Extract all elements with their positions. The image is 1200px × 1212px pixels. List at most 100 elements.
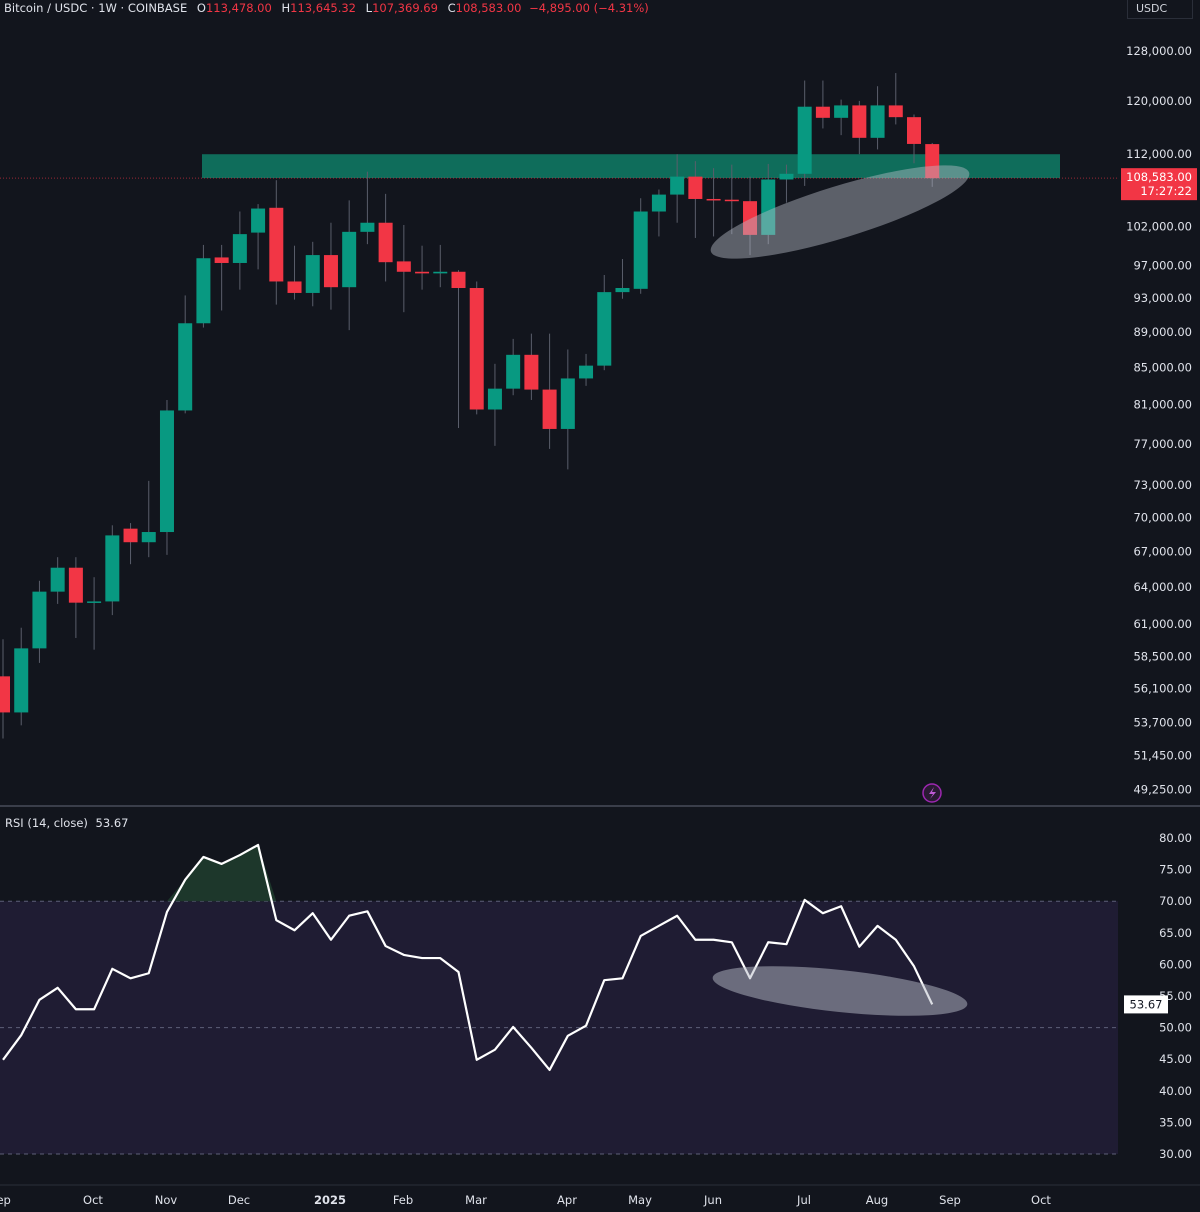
rsi-tick-label: 70.00 <box>1159 894 1192 908</box>
candle <box>506 338 521 396</box>
candle <box>433 244 448 288</box>
candle <box>105 525 120 616</box>
price-tick-label: 73,000.00 <box>1133 478 1192 492</box>
time-tick-label: May <box>628 1193 652 1207</box>
candle-body <box>159 410 174 533</box>
price-tick-label: 85,000.00 <box>1133 360 1192 374</box>
candle <box>196 244 211 328</box>
price-tick-label: 93,000.00 <box>1133 291 1192 305</box>
candle-body <box>0 676 10 713</box>
currency-selector[interactable]: USDC <box>1127 0 1193 19</box>
price-tick-label: 70,000.00 <box>1133 511 1192 525</box>
price-tick-label: 120,000.00 <box>1126 94 1192 108</box>
rsi-legend: RSI (14, close) 53.67 <box>5 816 128 830</box>
time-tick-label: Sep <box>0 1193 11 1207</box>
candle-body <box>506 354 521 389</box>
candle-body <box>123 528 138 543</box>
candle-body <box>415 271 430 274</box>
lightning-icon[interactable] <box>922 783 942 803</box>
candle <box>159 399 174 555</box>
candle-body <box>870 105 885 138</box>
rsi-value: 53.67 <box>95 816 129 830</box>
candle-body <box>14 648 29 713</box>
candle <box>724 164 739 235</box>
candle <box>469 281 484 415</box>
price-tick-label: 51,450.00 <box>1133 749 1192 763</box>
price-tick-label: 49,250.00 <box>1133 782 1192 796</box>
candle <box>14 627 29 726</box>
time-tick-label: Oct <box>1031 1193 1051 1207</box>
candle <box>0 639 10 739</box>
price-tick-label: 53,700.00 <box>1133 715 1192 729</box>
candle-body <box>797 106 812 174</box>
candle-body <box>196 258 211 324</box>
candle-body <box>907 117 921 144</box>
time-tick-label: Dec <box>228 1193 250 1207</box>
candle-body <box>597 292 612 366</box>
price-tick-label: 56,100.00 <box>1133 682 1192 696</box>
candle <box>415 245 430 290</box>
candle-body <box>214 257 229 263</box>
candle <box>214 244 229 311</box>
change-value: −4,895.00 (−4.31%) <box>529 1 649 15</box>
current-price-label: 108,583.00 <box>1126 170 1192 184</box>
candle <box>342 200 357 331</box>
rsi-tick-label: 40.00 <box>1159 1084 1192 1098</box>
candle <box>305 241 320 307</box>
candle-body <box>360 222 375 232</box>
rsi-band <box>0 901 1118 1154</box>
price-tick-label: 58,500.00 <box>1133 649 1192 663</box>
candle <box>834 99 849 136</box>
candle <box>907 114 921 164</box>
candle-body <box>342 231 357 288</box>
time-tick-label: Jun <box>703 1193 722 1207</box>
rsi-tick-label: 75.00 <box>1159 863 1192 877</box>
candle-body <box>651 194 666 212</box>
candle-body <box>487 388 502 410</box>
candle <box>396 225 411 313</box>
candle-body <box>670 176 685 195</box>
candle-body <box>32 591 47 649</box>
candle <box>779 164 794 203</box>
candle-body <box>87 601 102 603</box>
time-tick-label: Mar <box>465 1193 487 1207</box>
candle <box>852 100 867 155</box>
price-tick-label: 67,000.00 <box>1133 544 1192 558</box>
high-label: H <box>281 1 291 15</box>
high-value: 113,645.32 <box>290 1 356 15</box>
candle <box>706 168 721 237</box>
rsi-tick-label: 35.00 <box>1159 1115 1192 1129</box>
candle-body <box>323 255 338 288</box>
rsi-tick-label: 30.00 <box>1159 1147 1192 1161</box>
candle <box>870 86 885 150</box>
candle-body <box>232 234 247 263</box>
candle <box>743 176 758 256</box>
candle <box>797 80 812 186</box>
candle-body <box>633 211 648 289</box>
candle <box>615 259 630 299</box>
candle <box>269 180 284 305</box>
rsi-last-badge <box>1124 995 1168 1014</box>
rsi-last-label: 53.67 <box>1130 997 1163 1011</box>
candle-body <box>378 222 393 263</box>
candle <box>323 222 338 310</box>
time-tick-label: Feb <box>393 1193 413 1207</box>
candle <box>378 193 393 282</box>
candle <box>50 557 65 604</box>
candle <box>761 163 776 245</box>
candle <box>87 577 102 650</box>
rsi-overbought-fill <box>148 844 277 902</box>
close-label: C <box>447 1 456 15</box>
time-tick-label: Nov <box>155 1193 178 1207</box>
candle-body <box>68 567 83 603</box>
price-tick-label: 64,000.00 <box>1133 580 1192 594</box>
candle <box>141 480 156 558</box>
candle-body <box>688 176 703 199</box>
candle <box>251 204 266 270</box>
rsi-tick-label: 50.00 <box>1159 1021 1192 1035</box>
open-label: O <box>196 1 206 15</box>
candle-body <box>852 105 867 138</box>
candle <box>560 349 575 470</box>
candle <box>287 245 302 300</box>
